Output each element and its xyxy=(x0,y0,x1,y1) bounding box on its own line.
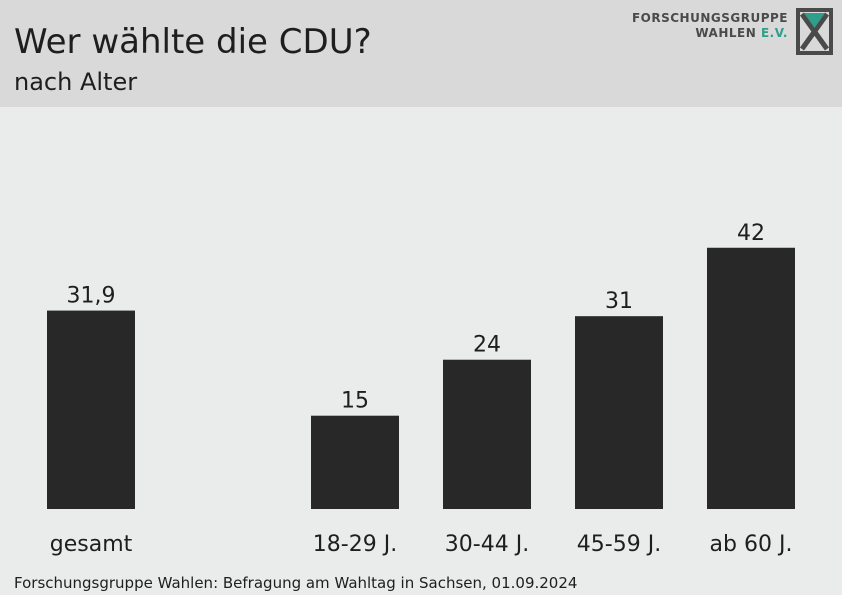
category-label-3: 45-59 J. xyxy=(577,532,661,557)
category-label-4: ab 60 J. xyxy=(710,532,793,557)
logo-icon xyxy=(796,8,833,55)
value-label-1: 15 xyxy=(341,389,369,414)
category-label-0: gesamt xyxy=(50,532,133,557)
chart-title: Wer wählte die CDU? xyxy=(14,22,372,62)
value-label-4: 42 xyxy=(737,221,765,246)
bar-3 xyxy=(575,316,663,509)
value-label-3: 31 xyxy=(605,289,633,314)
bar-4 xyxy=(707,247,795,509)
logo-line-2: WAHLEN E.V. xyxy=(632,26,788,41)
bar-chart: 31,9 gesamt 15 18-29 J. 24 30-44 J. 31 45-59 J.… xyxy=(47,221,795,557)
bar-0 xyxy=(47,310,135,509)
logo-line-2-accent: E.V. xyxy=(760,26,788,40)
source-note: Forschungsgruppe Wahlen: Befragung am Wa… xyxy=(14,574,578,592)
value-label-2: 24 xyxy=(473,333,501,358)
header-band: Wer wählte die CDU? nach Alter FORSCHUNG… xyxy=(0,0,842,107)
logo-line-1: FORSCHUNGSGRUPPE xyxy=(631,11,788,25)
category-label-1: 18-29 J. xyxy=(313,532,397,557)
logo-line-2-text: WAHLEN xyxy=(695,26,757,40)
chart-subtitle: nach Alter xyxy=(14,68,138,96)
value-label-0: 31,9 xyxy=(67,284,116,309)
bar-2 xyxy=(443,359,531,509)
category-label-2: 30-44 J. xyxy=(445,532,529,557)
logo-text: FORSCHUNGSGRUPPE WAHLEN E.V. xyxy=(632,11,788,41)
bar-1 xyxy=(311,415,399,509)
